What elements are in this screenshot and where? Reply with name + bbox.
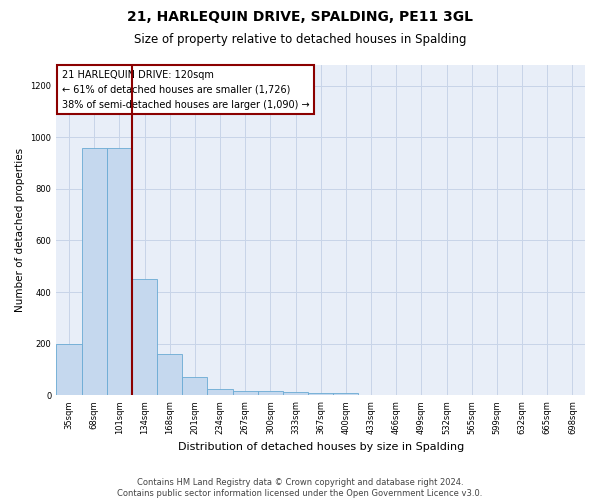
- X-axis label: Distribution of detached houses by size in Spalding: Distribution of detached houses by size …: [178, 442, 464, 452]
- Bar: [132, 279, 157, 396]
- Bar: [208, 389, 233, 396]
- Text: Contains HM Land Registry data © Crown copyright and database right 2024.
Contai: Contains HM Land Registry data © Crown c…: [118, 478, 482, 498]
- Text: 21, HARLEQUIN DRIVE, SPALDING, PE11 3GL: 21, HARLEQUIN DRIVE, SPALDING, PE11 3GL: [127, 10, 473, 24]
- Bar: [56, 344, 82, 396]
- Bar: [333, 392, 358, 396]
- Bar: [233, 390, 258, 396]
- Text: Size of property relative to detached houses in Spalding: Size of property relative to detached ho…: [134, 32, 466, 46]
- Y-axis label: Number of detached properties: Number of detached properties: [15, 148, 25, 312]
- Bar: [182, 377, 208, 396]
- Bar: [258, 390, 283, 396]
- Bar: [107, 148, 132, 396]
- Bar: [283, 392, 308, 396]
- Bar: [308, 392, 333, 396]
- Text: 21 HARLEQUIN DRIVE: 120sqm
← 61% of detached houses are smaller (1,726)
38% of s: 21 HARLEQUIN DRIVE: 120sqm ← 61% of deta…: [62, 70, 310, 110]
- Bar: [157, 354, 182, 396]
- Bar: [82, 148, 107, 396]
